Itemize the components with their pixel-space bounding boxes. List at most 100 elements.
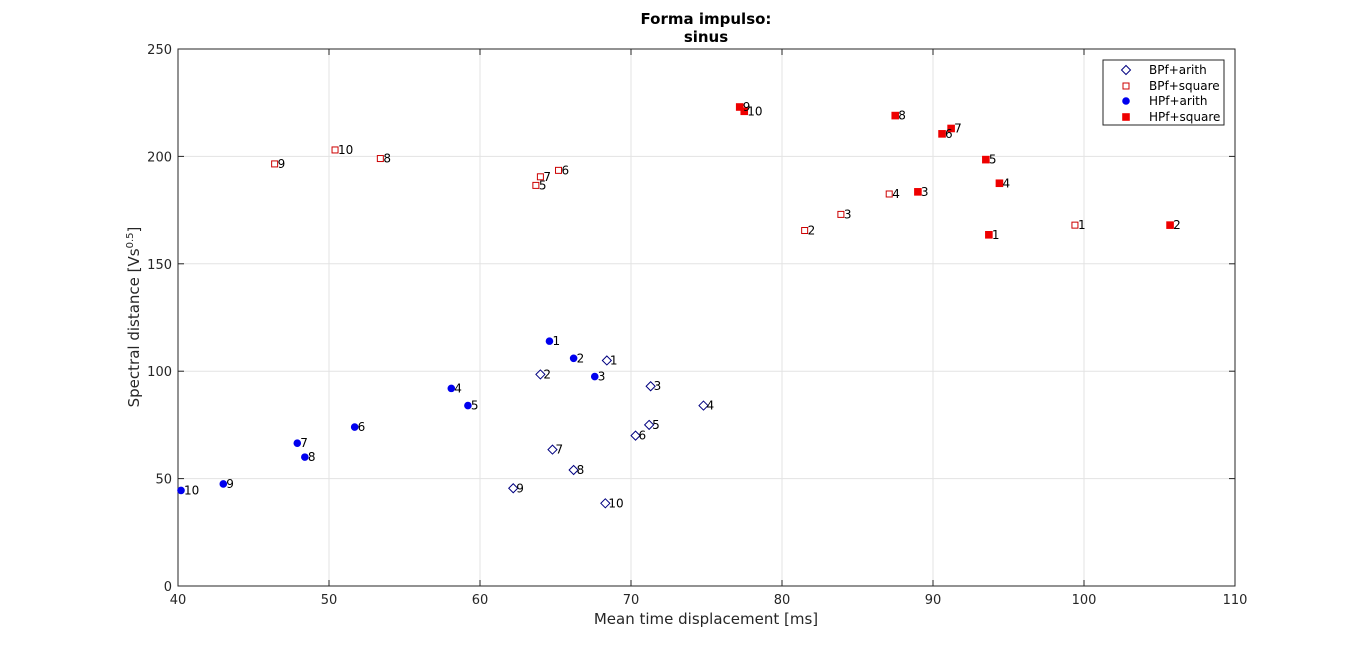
point-label-bpf-square: 4: [892, 187, 900, 201]
point-label-bpf-arith: 1: [610, 353, 618, 367]
y-axis-label-main: Spectral distance [Vs: [125, 248, 143, 407]
point-bpf-arith: [630, 430, 641, 441]
point-label-hpf-square: 5: [989, 153, 997, 167]
point-label-bpf-arith: 10: [608, 496, 623, 510]
point-label-bpf-arith: 6: [639, 429, 647, 443]
point-bpf-arith: [568, 464, 579, 476]
point-hpf-square: [985, 231, 993, 239]
point-label-hpf-arith: 5: [471, 399, 479, 413]
point-label-hpf-arith: 7: [300, 436, 308, 450]
point-hpf-arith: [350, 423, 359, 431]
point-hpf-square: [982, 155, 990, 164]
point-bpf-arith: [547, 444, 558, 455]
point-bpf-square: [331, 146, 339, 154]
chart-subtitle: sinus: [684, 28, 728, 46]
legend-entry-bpf-square: BPf+square: [1149, 79, 1220, 93]
point-bpf-arith: [508, 483, 519, 494]
point-bpf-square: [376, 155, 384, 163]
point-label-bpf-arith: 9: [516, 481, 524, 495]
y-tick-label: 250: [147, 43, 172, 58]
point-bpf-arith: [601, 355, 613, 366]
point-hpf-arith: [177, 486, 185, 495]
legend-markers: [1120, 64, 1132, 121]
point-hpf-arith: [545, 337, 554, 345]
point-hpf-arith: [569, 354, 578, 363]
y-tick-label: 0: [164, 580, 172, 595]
point-label-hpf-square: 2: [1173, 218, 1181, 232]
point-hpf-square: [938, 130, 946, 138]
point-label-hpf-square: 3: [921, 185, 929, 199]
x-tick-label: 90: [925, 593, 942, 608]
point-bpf-arith: [600, 498, 611, 509]
legend: BPf+arith BPf+square HPf+arith HPf+squar…: [1102, 59, 1225, 126]
point-hpf-square: [1166, 221, 1174, 229]
point-hpf-arith: [301, 453, 309, 461]
point-label-hpf-arith: 6: [358, 420, 366, 434]
point-bpf-arith: [535, 369, 546, 380]
point-label-bpf-square: 3: [844, 207, 852, 221]
point-label-bpf-arith: 5: [652, 418, 660, 432]
axis-ticks: [177, 48, 1236, 587]
plot-area: [178, 49, 1235, 586]
legend-entry-hpf-square: HPf+square: [1149, 110, 1220, 124]
point-hpf-arith: [464, 401, 472, 410]
point-hpf-arith: [293, 439, 302, 447]
point-label-bpf-square: 7: [543, 170, 551, 184]
point-bpf-arith: [645, 381, 656, 392]
point-bpf-square: [532, 181, 540, 189]
point-hpf-square: [947, 124, 955, 133]
point-label-bpf-arith: 8: [577, 463, 585, 477]
point-hpf-square: [735, 103, 744, 111]
point-hpf-square: [891, 111, 900, 120]
point-hpf-square: [914, 188, 922, 196]
point-label-bpf-arith: 3: [654, 379, 662, 393]
point-label-hpf-square: 9: [743, 100, 751, 114]
data-points: [177, 103, 1174, 509]
x-tick-label: 110: [1223, 593, 1248, 608]
y-axis-label-end: ]: [125, 227, 143, 233]
point-label-bpf-square: 5: [539, 178, 547, 192]
point-bpf-square: [271, 160, 279, 168]
x-axis-label: Mean time displacement [ms]: [594, 610, 818, 628]
point-label-hpf-square: 7: [954, 121, 962, 135]
legend-marker-hpf-arith: [1122, 97, 1130, 105]
point-label-hpf-square: 4: [1002, 176, 1010, 190]
x-tick-labels: 40 50 60 70 80 90 100 110: [170, 593, 1248, 608]
point-hpf-arith: [590, 372, 599, 381]
point-label-bpf-square: 6: [562, 163, 570, 177]
point-label-hpf-square: 6: [945, 127, 953, 141]
point-bpf-square: [837, 210, 845, 218]
legend-marker-bpf-arith: [1120, 64, 1132, 76]
y-tick-label: 200: [147, 150, 172, 165]
y-axis-label: Spectral distance [Vs0.5]: [125, 227, 143, 408]
point-label-bpf-arith: 4: [706, 399, 714, 413]
point-label-hpf-arith: 9: [226, 477, 234, 491]
x-tick-label: 80: [774, 593, 791, 608]
point-hpf-arith: [447, 384, 456, 393]
point-label-bpf-square: 10: [338, 143, 353, 157]
point-bpf-arith: [698, 400, 709, 411]
chart-title: Forma impulso:: [641, 10, 772, 28]
y-tick-label: 150: [147, 258, 172, 273]
x-tick-label: 70: [623, 593, 640, 608]
point-label-bpf-square: 9: [278, 157, 286, 171]
point-label-bpf-square: 2: [808, 224, 816, 238]
point-label-hpf-arith: 4: [454, 381, 462, 395]
point-hpf-square: [740, 107, 749, 116]
axes-box: [177, 48, 1236, 587]
point-label-hpf-square: 10: [747, 104, 762, 118]
point-label-bpf-arith: 7: [555, 443, 563, 457]
y-tick-label: 100: [147, 365, 172, 380]
point-bpf-square: [801, 227, 809, 235]
point-hpf-square: [995, 179, 1004, 188]
x-tick-label: 60: [472, 593, 489, 608]
legend-marker-bpf-square: [1122, 82, 1130, 90]
x-tick-label: 50: [321, 593, 338, 608]
point-label-hpf-arith: 10: [184, 483, 199, 497]
point-label-bpf-square: 8: [383, 152, 391, 166]
point-label-hpf-arith: 3: [598, 370, 606, 384]
point-bpf-square: [555, 166, 563, 174]
y-tick-labels: 0 50 100 150 200 250: [147, 43, 172, 595]
point-label-hpf-arith: 1: [552, 334, 560, 348]
legend-entry-hpf-arith: HPf+arith: [1149, 94, 1207, 108]
